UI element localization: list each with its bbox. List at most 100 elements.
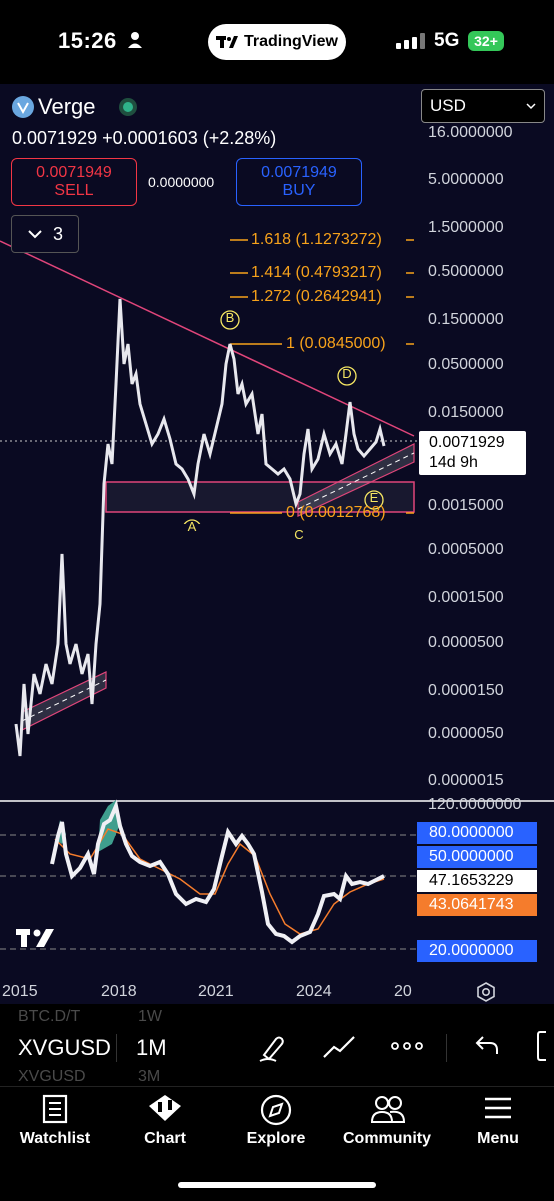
tab-watchlist[interactable]: Watchlist [19, 1130, 91, 1147]
price-tick: 0.0000150 [428, 682, 504, 699]
buy-price: 0.0071949 [261, 164, 337, 181]
rising-channel [297, 443, 415, 517]
wave-label-d: D [342, 366, 352, 381]
settings-icon[interactable] [475, 981, 497, 1003]
price-tick: 0.0000050 [428, 725, 504, 742]
ghost-symbol-prev: BTC.D/T [18, 1008, 81, 1025]
pill-label: TradingView [244, 33, 338, 50]
compass-icon [260, 1094, 292, 1126]
signal-icon [396, 33, 425, 49]
price-change: +0.0001603 [102, 128, 198, 148]
wave-label-b: B [225, 310, 235, 325]
price-tick: 0.0001500 [428, 589, 504, 606]
chart-canvas[interactable] [0, 84, 554, 1004]
price-tick: 0.0000500 [428, 634, 504, 651]
support-zone [105, 481, 415, 513]
fib-label-1: 1 (0.0845000) [286, 335, 386, 352]
price-tick: 0.0150000 [428, 404, 504, 421]
fullscreen-icon[interactable] [536, 1030, 554, 1062]
tab-chart[interactable]: Chart [144, 1130, 186, 1147]
osc-value-label: 47.1653229 [417, 870, 537, 892]
indicator-count: 3 [52, 223, 63, 244]
time-tick: 2015 [2, 983, 38, 1000]
osc-level-50-label: 50.0000000 [417, 846, 537, 868]
price-tick: 1.5000000 [428, 219, 504, 236]
wave-label-a: A [187, 519, 197, 534]
market-status-icon [119, 98, 137, 116]
price-tick: 0.0015000 [428, 497, 504, 514]
last-price: 0.0071929 [12, 128, 98, 148]
ghost-symbol-next: XVGUSD [18, 1068, 86, 1085]
tab-explore[interactable]: Explore [246, 1130, 306, 1147]
interval-selector[interactable]: 1M [136, 1035, 167, 1060]
status-time: 15:26 [58, 28, 117, 53]
chart-icon [149, 1095, 181, 1121]
ghost-interval-prev: 1W [138, 1008, 162, 1025]
sell-label: SELL [54, 182, 94, 199]
osc-level-20-label: 20.0000000 [417, 940, 537, 962]
fib-label-1618: 1.618 (1.1273272) [251, 231, 382, 248]
descending-trendline [0, 240, 415, 437]
menu-icon [485, 1097, 511, 1119]
tradingview-logo-icon [216, 36, 239, 48]
tab-menu[interactable]: Menu [477, 1130, 519, 1147]
symbol-selector[interactable]: XVGUSD [18, 1035, 111, 1060]
tradingview-pill[interactable]: TradingView [208, 24, 346, 60]
more-icon[interactable] [390, 1040, 424, 1052]
fib-label-1414: 1.414 (0.4793217) [251, 264, 382, 281]
indicators-toggle[interactable]: 3 [11, 215, 79, 253]
current-price-label: 0.0071929 14d 9h [419, 431, 526, 475]
drawing-pen-icon[interactable] [256, 1031, 288, 1063]
undo-icon[interactable] [474, 1034, 500, 1056]
person-icon [128, 32, 142, 48]
channel-midline [297, 452, 415, 510]
spread-value: 0.0000000 [148, 174, 215, 190]
wave-label-c: C [294, 527, 304, 542]
candle-countdown: 14d 9h [429, 454, 478, 471]
price-tick: 0.0005000 [428, 541, 504, 558]
price-summary: 0.0071929 +0.0001603 (+2.28%) [12, 128, 276, 149]
time-tick: 2021 [198, 983, 234, 1000]
currency-select[interactable]: USD [421, 89, 545, 123]
early-channel-midline [21, 679, 107, 722]
toolbar-divider [116, 1034, 117, 1062]
currency-value: USD [430, 96, 466, 115]
time-tick: 2018 [101, 983, 137, 1000]
chart-toolbar [0, 1004, 554, 1086]
price-series [14, 298, 386, 757]
tv-watermark-icon [16, 929, 54, 947]
time-tick: 2024 [296, 983, 332, 1000]
price-tick: 5.0000000 [428, 171, 504, 188]
price-tick: 0.1500000 [428, 311, 504, 328]
osc-signal-line [54, 828, 385, 935]
current-price-value: 0.0071929 [429, 434, 505, 451]
price-tick: 0.0000015 [428, 772, 504, 789]
price-tick: 0.0500000 [428, 356, 504, 373]
buy-label: BUY [282, 182, 316, 199]
fib-label-0: 0 (0.0012768) [286, 504, 386, 521]
price-change-pct: (+2.28%) [202, 128, 277, 148]
price-tick: 0.5000000 [428, 263, 504, 280]
price-tick: 16.0000000 [428, 124, 513, 141]
community-icon [370, 1096, 406, 1123]
indicators-icon[interactable] [322, 1033, 358, 1061]
osc-level-80-label: 80.0000000 [417, 822, 537, 844]
toolbar-divider [446, 1034, 447, 1062]
osc-main-line [50, 799, 385, 945]
home-indicator[interactable] [178, 1182, 376, 1188]
battery-level: 32+ [474, 33, 498, 49]
wave-labels [183, 310, 384, 524]
sell-button[interactable]: 0.0071949 SELL [11, 158, 137, 206]
tab-community[interactable]: Community [343, 1130, 431, 1147]
ghost-interval-next: 3M [138, 1068, 161, 1085]
chevron-down-icon [28, 230, 42, 239]
wave-label-e: E [369, 490, 379, 505]
fib-label-1272: 1.272 (0.2642941) [251, 288, 382, 305]
sell-price: 0.0071949 [36, 164, 112, 181]
chevron-down-icon [526, 103, 536, 110]
osc-signal-label: 43.0641743 [417, 894, 537, 916]
symbol-name[interactable]: Verge [38, 94, 96, 119]
buy-button[interactable]: 0.0071949 BUY [236, 158, 362, 206]
battery-indicator: 32+ [468, 31, 504, 51]
verge-logo-icon [12, 96, 34, 118]
